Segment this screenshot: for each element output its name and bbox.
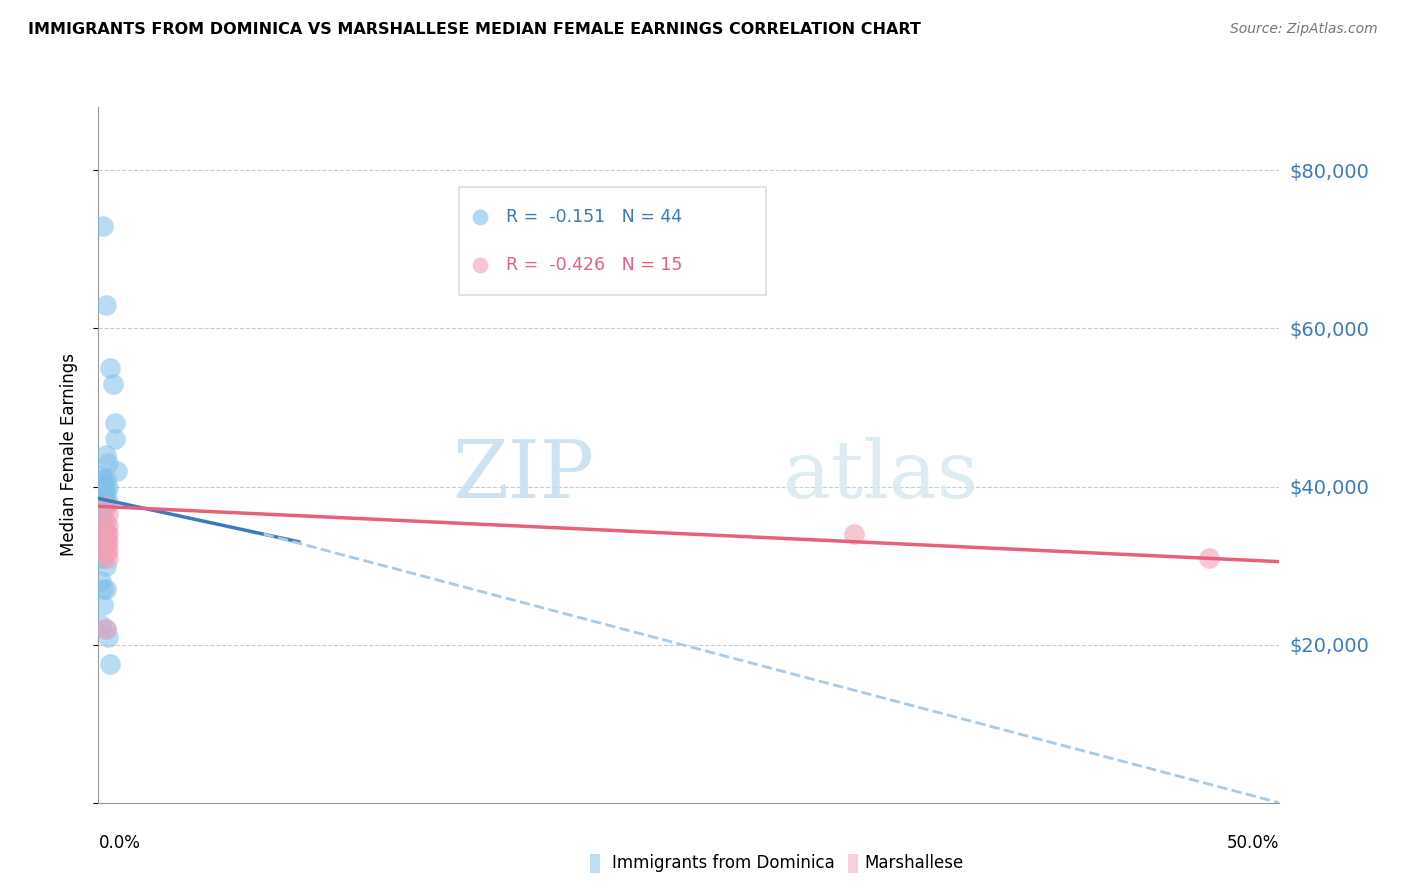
Text: IMMIGRANTS FROM DOMINICA VS MARSHALLESE MEDIAN FEMALE EARNINGS CORRELATION CHART: IMMIGRANTS FROM DOMINICA VS MARSHALLESE … bbox=[28, 22, 921, 37]
Point bbox=[97, 527, 120, 541]
Text: atlas: atlas bbox=[783, 437, 979, 515]
Point bbox=[90, 550, 112, 565]
Text: 50.0%: 50.0% bbox=[1227, 834, 1279, 852]
Point bbox=[97, 507, 120, 521]
Point bbox=[851, 796, 873, 810]
Point bbox=[94, 535, 117, 549]
Point bbox=[90, 467, 112, 482]
Point bbox=[94, 523, 117, 537]
Point bbox=[97, 542, 120, 557]
Point bbox=[1198, 550, 1220, 565]
Point bbox=[90, 475, 112, 490]
Point bbox=[97, 519, 120, 533]
Point bbox=[94, 298, 117, 312]
Point bbox=[97, 535, 120, 549]
Text: Immigrants from Dominica: Immigrants from Dominica bbox=[612, 855, 834, 872]
Point bbox=[91, 550, 114, 565]
Point bbox=[97, 550, 120, 565]
Point bbox=[90, 507, 112, 521]
Point bbox=[94, 487, 117, 501]
Y-axis label: Median Female Earnings: Median Female Earnings bbox=[59, 353, 77, 557]
Point bbox=[94, 582, 117, 597]
Point bbox=[91, 503, 114, 517]
Point bbox=[94, 531, 117, 545]
Point bbox=[101, 376, 124, 391]
Point bbox=[94, 539, 117, 553]
Point bbox=[90, 574, 112, 589]
Text: R =  -0.426   N = 15: R = -0.426 N = 15 bbox=[506, 256, 682, 274]
Point bbox=[90, 491, 112, 506]
Point bbox=[91, 511, 114, 525]
Point bbox=[94, 547, 117, 561]
Text: 0.0%: 0.0% bbox=[98, 834, 141, 852]
Point bbox=[90, 483, 112, 498]
Point bbox=[94, 558, 117, 573]
Point bbox=[104, 417, 127, 431]
Point bbox=[97, 495, 120, 509]
Point bbox=[94, 500, 117, 514]
Point bbox=[105, 464, 128, 478]
Point bbox=[91, 487, 114, 501]
Point bbox=[91, 598, 114, 612]
Point bbox=[91, 472, 114, 486]
Point bbox=[98, 361, 121, 376]
Point bbox=[98, 657, 121, 672]
Point bbox=[91, 219, 114, 233]
Text: R =  -0.151   N = 44: R = -0.151 N = 44 bbox=[506, 208, 682, 227]
Point bbox=[90, 618, 112, 632]
Text: ZIP: ZIP bbox=[453, 437, 595, 515]
Point bbox=[844, 527, 866, 541]
Point bbox=[91, 479, 114, 493]
Point bbox=[91, 519, 114, 533]
Point bbox=[94, 527, 117, 541]
FancyBboxPatch shape bbox=[458, 187, 766, 295]
Point bbox=[91, 582, 114, 597]
Point bbox=[94, 515, 117, 529]
Point bbox=[851, 796, 873, 810]
Point bbox=[104, 432, 127, 446]
Point bbox=[90, 535, 112, 549]
Text: Source: ZipAtlas.com: Source: ZipAtlas.com bbox=[1230, 22, 1378, 37]
Point bbox=[91, 535, 114, 549]
Text: Marshallese: Marshallese bbox=[865, 855, 965, 872]
Point bbox=[97, 630, 120, 644]
Point bbox=[90, 519, 112, 533]
Point bbox=[94, 622, 117, 636]
Point bbox=[94, 479, 117, 493]
Point bbox=[97, 479, 120, 493]
Point bbox=[90, 500, 112, 514]
Point bbox=[97, 456, 120, 470]
Point bbox=[91, 495, 114, 509]
Point bbox=[94, 495, 117, 509]
Point bbox=[94, 448, 117, 462]
Point bbox=[94, 472, 117, 486]
Point bbox=[94, 622, 117, 636]
